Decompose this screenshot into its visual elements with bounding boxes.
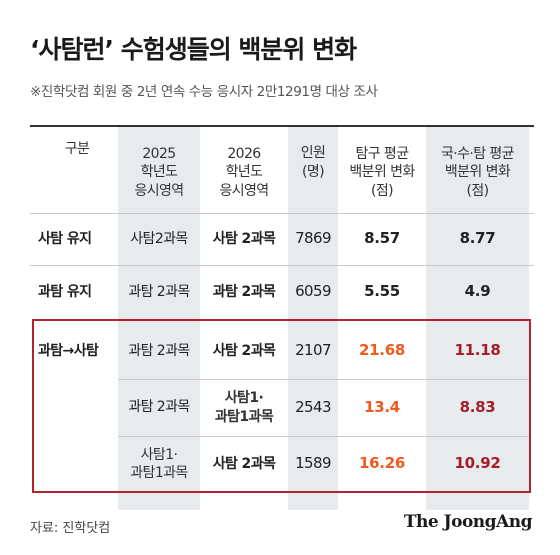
row4-inquiry: 13.4 <box>364 397 400 416</box>
header-total-change: 국·수·탐 평균 백분위 변화 (점) <box>441 146 515 199</box>
row4-2026: 사탐1· 과탐1과목 <box>214 390 274 425</box>
row3-total: 11.18 <box>454 341 501 360</box>
header-category: 구분 <box>64 141 90 157</box>
column-people-shade <box>288 127 338 510</box>
page-title: ‘사탐런’ 수험생들의 백분위 변화 <box>30 35 357 64</box>
row3-inquiry: 21.68 <box>359 341 405 360</box>
row1-total: 8.77 <box>459 229 496 248</box>
divider <box>118 436 529 437</box>
row4-people: 2543 <box>295 397 331 416</box>
row1-inquiry: 8.57 <box>364 229 400 248</box>
highlight-box <box>32 319 531 493</box>
row3-2025: 과탐 2과목 <box>128 342 190 359</box>
row2-2026: 과탐 2과목 <box>212 283 276 300</box>
row2-total: 4.9 <box>464 282 491 301</box>
divider <box>118 379 529 380</box>
row5-2026: 사탐 2과목 <box>212 455 276 472</box>
row2-people: 6059 <box>295 282 331 301</box>
column-total-shade <box>426 127 529 510</box>
row5-people: 1589 <box>295 454 331 473</box>
row1-2026: 사탐 2과목 <box>212 230 276 247</box>
subtitle-note: ※진학닷컴 회원 중 2년 연속 수능 응시자 2만1291명 대상 조사 <box>30 84 378 100</box>
row2-2025: 과탐 2과목 <box>128 283 190 300</box>
row2-group: 과탐 유지 <box>38 283 92 300</box>
header-people: 인원 (명) <box>300 145 326 180</box>
row1-people: 7869 <box>295 229 331 248</box>
row5-total: 10.92 <box>454 454 501 473</box>
row4-2025: 과탐 2과목 <box>128 399 190 416</box>
source-note: 자료: 진학닷컴 <box>30 521 111 536</box>
row2-inquiry: 5.55 <box>364 282 400 301</box>
header-inquiry-change: 탐구 평균 백분위 변화 (점) <box>349 146 415 199</box>
divider <box>30 265 534 266</box>
row1-2025: 사탐2과목 <box>130 230 188 247</box>
row5-inquiry: 16.26 <box>359 454 405 473</box>
row1-group: 사탐 유지 <box>38 230 92 247</box>
row3-people: 2107 <box>295 341 331 360</box>
row5-2025: 사탐1· 과탐1과목 <box>130 446 188 481</box>
publisher-logo: The JoongAng <box>403 512 533 532</box>
divider <box>30 213 534 214</box>
row4-total: 8.83 <box>459 397 496 416</box>
row3-2026: 사탐 2과목 <box>212 342 276 359</box>
header-2025: 2025 학년도 응시영역 <box>134 146 184 199</box>
header-2026: 2026 학년도 응시영역 <box>219 146 269 199</box>
row3-group: 과탐→사탐 <box>38 342 99 359</box>
column-2025-shade <box>118 127 200 510</box>
table-top-rule <box>30 125 534 127</box>
